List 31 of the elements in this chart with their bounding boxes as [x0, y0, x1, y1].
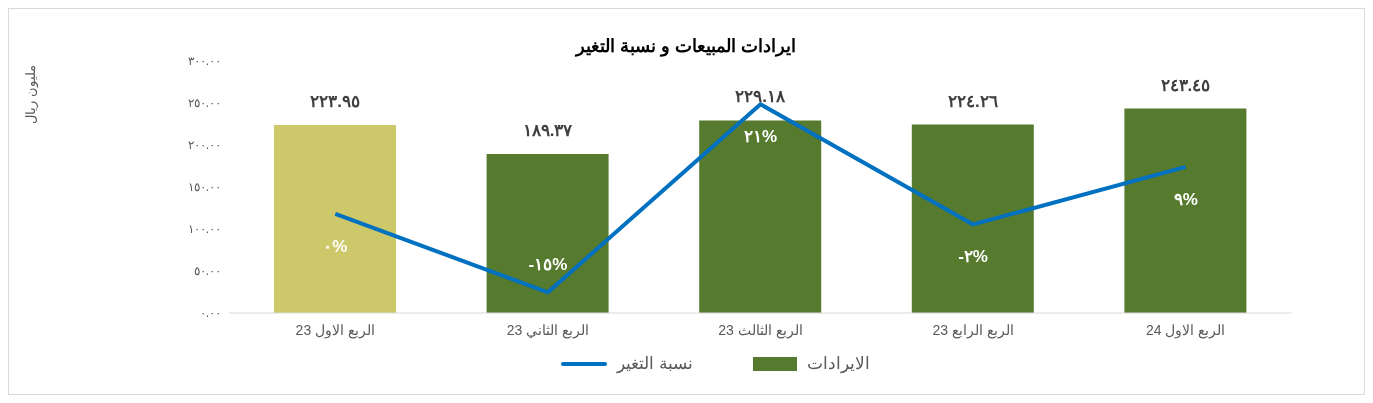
bar: [1124, 108, 1247, 313]
data-label: ٠%: [323, 236, 348, 256]
chart-title: ايرادات المبيعات و نسبة التغير: [576, 36, 797, 56]
bar: [911, 124, 1034, 313]
data-label: ١٨٩.٣٧: [522, 120, 574, 140]
x-tick-label: الربع الرابع 23: [932, 321, 1014, 339]
data-label: ٩%: [1173, 189, 1198, 209]
y-tick-label: ٣٠٠.٠٠: [187, 54, 221, 69]
text: مليون ريال: [22, 64, 38, 124]
bar: [274, 124, 396, 313]
y-tick-label: ٢٠٠.٠٠: [187, 138, 221, 153]
y-tick-label: ٢٥٠.٠٠: [187, 96, 221, 111]
data-label: ٢٤٣.٤٥: [1160, 75, 1211, 95]
bar: [699, 120, 822, 313]
bar: [486, 153, 609, 313]
data-label: ٢١%: [743, 127, 778, 147]
y-tick-label: ٠.٠٠: [199, 306, 221, 321]
x-tick-label: الربع الاول 24: [1146, 321, 1226, 339]
data-label: -١٥%: [528, 255, 568, 275]
y-tick-label: ٥٠.٠٠: [193, 264, 221, 279]
x-tick-label: الربع الثالث 23: [718, 321, 803, 339]
x-tick-label: الربع الثاني 23: [506, 321, 590, 339]
x-tick-label: الربع الاول 23: [295, 321, 375, 339]
data-label: -٢%: [958, 247, 988, 267]
legend-label: نسبة التغير: [617, 353, 693, 374]
data-label: ٢٢٩.١٨: [735, 87, 787, 107]
y-tick-label: ١٥٠.٠٠: [187, 180, 221, 195]
data-label: ٢٢٤.٢٦: [947, 91, 998, 111]
y-tick-label: ١٠٠.٠٠: [187, 222, 221, 237]
legend-label: الايرادات: [806, 353, 870, 374]
data-label: ٢٢٣.٩٥: [310, 91, 360, 111]
